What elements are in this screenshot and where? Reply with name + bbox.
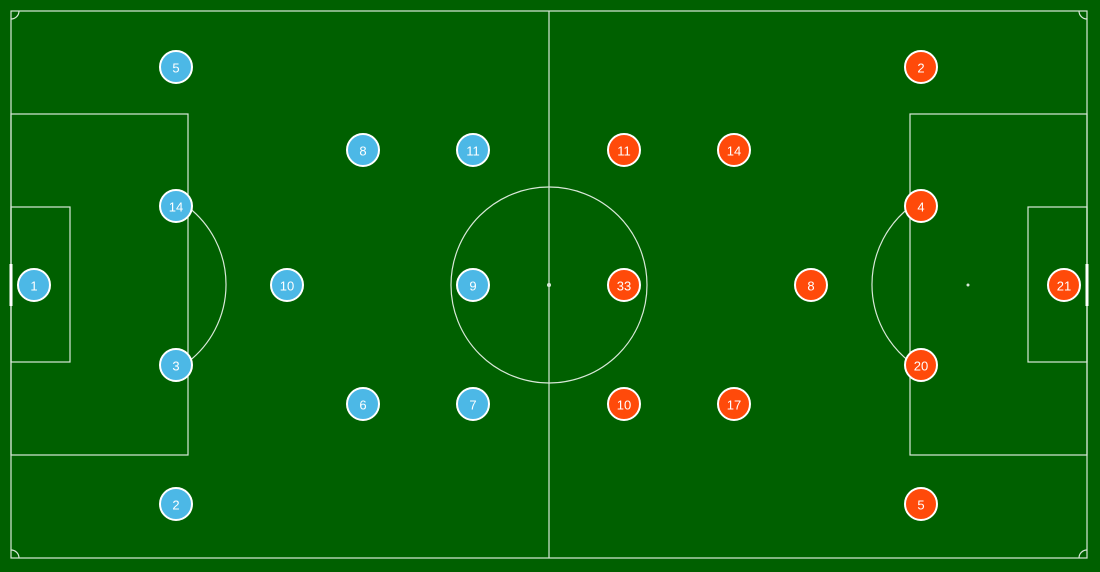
- right-penalty-spot: [966, 283, 970, 287]
- player-number: 10: [280, 279, 294, 294]
- player-number: 6: [359, 398, 366, 413]
- away-player-marker: 14: [717, 133, 751, 167]
- center-circle: [450, 186, 648, 384]
- home-player-marker: 3: [159, 348, 193, 382]
- player-number: 11: [466, 144, 480, 159]
- player-circle: [346, 387, 380, 421]
- away-player-marker: 4: [904, 189, 938, 223]
- player-number: 33: [617, 279, 631, 294]
- away-player-marker: 2: [904, 50, 938, 84]
- player-circle: [794, 268, 828, 302]
- away-team-players: 11 33 10 14 17 8 2 4 20 5 21: [607, 50, 1081, 521]
- home-player-marker: 6: [346, 387, 380, 421]
- player-number: 14: [169, 200, 183, 215]
- home-team-players: 1 5 14 3 2 10 8 6 11 9 7: [17, 50, 490, 521]
- away-player-marker: 5: [904, 487, 938, 521]
- player-number: 20: [914, 359, 928, 374]
- home-player-marker: 11: [456, 133, 490, 167]
- home-player-marker: 14: [159, 189, 193, 223]
- player-circle: [607, 387, 641, 421]
- player-circle: [1047, 268, 1081, 302]
- player-number: 7: [469, 398, 476, 413]
- player-circle: [159, 50, 193, 84]
- player-circle: [904, 50, 938, 84]
- away-player-marker: 21: [1047, 268, 1081, 302]
- player-number: 3: [172, 359, 179, 374]
- corner-arc-bottom-right: [1078, 549, 1088, 559]
- player-number: 4: [917, 200, 924, 215]
- player-circle: [904, 487, 938, 521]
- away-player-marker: 17: [717, 387, 751, 421]
- player-number: 2: [172, 498, 179, 513]
- home-player-marker: 1: [17, 268, 51, 302]
- player-circle: [456, 387, 490, 421]
- player-circle: [456, 268, 490, 302]
- player-number: 11: [617, 144, 631, 159]
- away-player-marker: 10: [607, 387, 641, 421]
- player-number: 2: [917, 61, 924, 76]
- player-circle: [270, 268, 304, 302]
- player-number: 14: [727, 144, 741, 159]
- player-circle: [159, 487, 193, 521]
- player-circle: [456, 133, 490, 167]
- player-number: 1: [30, 279, 37, 294]
- away-player-marker: 11: [607, 133, 641, 167]
- player-number: 17: [727, 398, 741, 413]
- away-player-marker: 8: [794, 268, 828, 302]
- player-number: 5: [917, 498, 924, 513]
- corner-arc-bottom-left: [10, 549, 20, 559]
- player-number: 5: [172, 61, 179, 76]
- away-player-marker: 20: [904, 348, 938, 382]
- corner-arc-top-left: [10, 10, 20, 20]
- player-circle: [717, 133, 751, 167]
- corner-arc-top-right: [1078, 10, 1088, 20]
- player-number: 8: [359, 144, 366, 159]
- home-player-marker: 9: [456, 268, 490, 302]
- player-circle: [17, 268, 51, 302]
- player-circle: [607, 133, 641, 167]
- home-player-marker: 2: [159, 487, 193, 521]
- player-circle: [904, 189, 938, 223]
- player-number: 9: [469, 279, 476, 294]
- player-circle: [346, 133, 380, 167]
- player-number: 10: [617, 398, 631, 413]
- right-penalty-arc: [871, 206, 911, 363]
- center-spot: [547, 283, 551, 287]
- player-number: 21: [1057, 279, 1071, 294]
- home-player-marker: 8: [346, 133, 380, 167]
- pitch-markings: [9, 10, 1089, 559]
- player-circle: [159, 348, 193, 382]
- home-player-marker: 5: [159, 50, 193, 84]
- left-penalty-arc: [187, 206, 227, 363]
- player-circle: [717, 387, 751, 421]
- player-number: 8: [807, 279, 814, 294]
- player-circle: [159, 189, 193, 223]
- home-player-marker: 7: [456, 387, 490, 421]
- home-player-marker: 10: [270, 268, 304, 302]
- player-circle: [904, 348, 938, 382]
- away-player-marker: 33: [607, 268, 641, 302]
- player-circle: [607, 268, 641, 302]
